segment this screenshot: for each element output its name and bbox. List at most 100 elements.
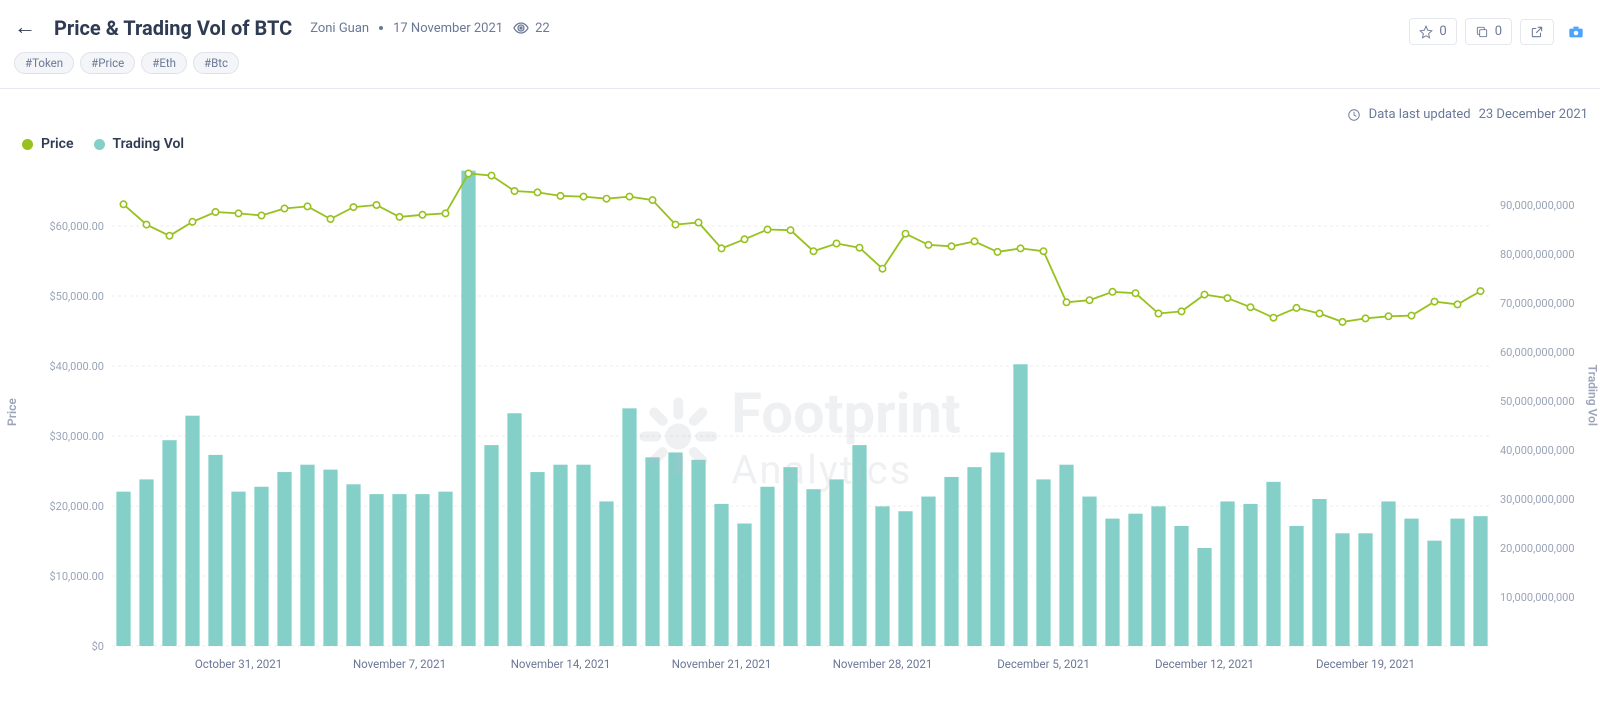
- volume-bar[interactable]: [484, 445, 498, 646]
- price-marker[interactable]: [1040, 248, 1046, 254]
- volume-bar[interactable]: [231, 492, 245, 646]
- price-marker[interactable]: [879, 266, 885, 272]
- price-marker[interactable]: [626, 193, 632, 199]
- volume-bar[interactable]: [415, 494, 429, 646]
- volume-bar[interactable]: [990, 452, 1004, 646]
- price-marker[interactable]: [948, 243, 954, 249]
- price-marker[interactable]: [281, 205, 287, 211]
- volume-bar[interactable]: [898, 511, 912, 646]
- volume-bar[interactable]: [1381, 501, 1395, 646]
- volume-bar[interactable]: [300, 465, 314, 646]
- price-marker[interactable]: [1454, 301, 1460, 307]
- price-marker[interactable]: [1385, 313, 1391, 319]
- price-marker[interactable]: [1477, 288, 1483, 294]
- price-marker[interactable]: [1339, 319, 1345, 325]
- tag[interactable]: #Token: [14, 52, 74, 74]
- tag[interactable]: #Btc: [193, 52, 239, 74]
- volume-bar[interactable]: [967, 467, 981, 646]
- volume-bar[interactable]: [116, 492, 130, 646]
- price-marker[interactable]: [235, 210, 241, 216]
- author-name[interactable]: Zoni Guan: [310, 21, 369, 36]
- price-marker[interactable]: [419, 212, 425, 218]
- volume-bar[interactable]: [438, 492, 452, 646]
- price-marker[interactable]: [603, 196, 609, 202]
- price-marker[interactable]: [1224, 295, 1230, 301]
- price-marker[interactable]: [1362, 315, 1368, 321]
- price-marker[interactable]: [1293, 305, 1299, 311]
- price-marker[interactable]: [672, 221, 678, 227]
- back-icon[interactable]: ←: [14, 17, 36, 39]
- volume-bar[interactable]: [737, 524, 751, 647]
- volume-bar[interactable]: [1473, 516, 1487, 646]
- volume-bar[interactable]: [645, 457, 659, 646]
- price-marker[interactable]: [557, 193, 563, 199]
- volume-bar[interactable]: [1450, 519, 1464, 646]
- volume-bar[interactable]: [254, 487, 268, 646]
- volume-bar[interactable]: [1220, 501, 1234, 646]
- price-marker[interactable]: [442, 210, 448, 216]
- price-marker[interactable]: [1086, 297, 1092, 303]
- volume-bar[interactable]: [1036, 479, 1050, 646]
- price-marker[interactable]: [1155, 310, 1161, 316]
- volume-bar[interactable]: [1289, 526, 1303, 646]
- volume-bar[interactable]: [622, 408, 636, 646]
- volume-bar[interactable]: [1151, 506, 1165, 646]
- volume-bar[interactable]: [461, 171, 475, 646]
- volume-bar[interactable]: [530, 472, 544, 646]
- price-marker[interactable]: [902, 231, 908, 237]
- price-marker[interactable]: [143, 221, 149, 227]
- volume-bar[interactable]: [852, 445, 866, 646]
- price-marker[interactable]: [1270, 315, 1276, 321]
- price-marker[interactable]: [373, 202, 379, 208]
- volume-bar[interactable]: [1243, 504, 1257, 646]
- price-marker[interactable]: [971, 238, 977, 244]
- price-marker[interactable]: [189, 219, 195, 225]
- volume-bar[interactable]: [369, 494, 383, 646]
- volume-bar[interactable]: [760, 487, 774, 646]
- price-marker[interactable]: [856, 245, 862, 251]
- price-marker[interactable]: [925, 242, 931, 248]
- price-marker[interactable]: [741, 236, 747, 242]
- volume-bar[interactable]: [921, 497, 935, 646]
- price-marker[interactable]: [1109, 289, 1115, 295]
- volume-bar[interactable]: [185, 416, 199, 646]
- price-marker[interactable]: [511, 188, 517, 194]
- price-marker[interactable]: [695, 219, 701, 225]
- price-marker[interactable]: [649, 197, 655, 203]
- volume-bar[interactable]: [1013, 364, 1027, 646]
- volume-bar[interactable]: [1404, 519, 1418, 646]
- price-marker[interactable]: [534, 189, 540, 195]
- price-marker[interactable]: [166, 233, 172, 239]
- volume-bar[interactable]: [1105, 519, 1119, 646]
- price-marker[interactable]: [258, 212, 264, 218]
- volume-bar[interactable]: [1059, 465, 1073, 646]
- legend-volume[interactable]: Trading Vol: [94, 136, 185, 152]
- volume-bar[interactable]: [783, 467, 797, 646]
- volume-bar[interactable]: [1197, 548, 1211, 646]
- price-marker[interactable]: [1063, 299, 1069, 305]
- price-marker[interactable]: [1431, 298, 1437, 304]
- volume-bar[interactable]: [1358, 533, 1372, 646]
- volume-bar[interactable]: [599, 501, 613, 646]
- screenshot-button[interactable]: [1562, 20, 1590, 44]
- price-marker[interactable]: [1017, 245, 1023, 251]
- volume-bar[interactable]: [691, 460, 705, 646]
- volume-bar[interactable]: [162, 440, 176, 646]
- price-marker[interactable]: [833, 240, 839, 246]
- price-marker[interactable]: [120, 201, 126, 207]
- volume-bar[interactable]: [576, 465, 590, 646]
- volume-bar[interactable]: [1427, 541, 1441, 646]
- price-marker[interactable]: [787, 227, 793, 233]
- volume-bar[interactable]: [1082, 497, 1096, 646]
- price-marker[interactable]: [580, 193, 586, 199]
- price-marker[interactable]: [1132, 290, 1138, 296]
- price-marker[interactable]: [396, 214, 402, 220]
- volume-bar[interactable]: [507, 413, 521, 646]
- price-marker[interactable]: [764, 226, 770, 232]
- price-marker[interactable]: [304, 203, 310, 209]
- volume-bar[interactable]: [139, 479, 153, 646]
- price-marker[interactable]: [1201, 291, 1207, 297]
- volume-bar[interactable]: [323, 470, 337, 646]
- price-marker[interactable]: [810, 248, 816, 254]
- price-marker[interactable]: [465, 170, 471, 176]
